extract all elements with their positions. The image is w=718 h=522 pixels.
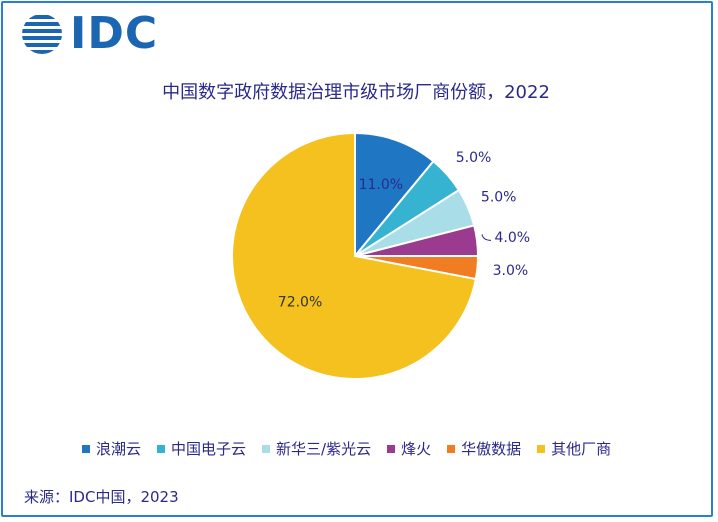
legend-label: 华傲数据 bbox=[461, 440, 522, 458]
data-label-2: 5.0% bbox=[481, 189, 517, 205]
logo-text: IDC bbox=[70, 8, 159, 59]
legend-item-0: 浪潮云 bbox=[82, 438, 141, 459]
data-label-4: 3.0% bbox=[493, 263, 529, 279]
legend-label: 中国电子云 bbox=[171, 440, 247, 458]
globe-icon bbox=[22, 15, 62, 54]
legend-item-4: 华傲数据 bbox=[447, 438, 521, 459]
legend-swatch bbox=[537, 444, 546, 453]
legend-item-3: 烽火 bbox=[387, 438, 431, 459]
legend-swatch bbox=[387, 444, 396, 453]
data-label-3: 4.0% bbox=[495, 230, 531, 246]
source-note: 来源：IDC中国，2023 bbox=[24, 488, 179, 506]
legend-item-2: 新华三/紫光云 bbox=[262, 438, 371, 459]
legend-swatch bbox=[262, 444, 271, 453]
data-label-5: 72.0% bbox=[278, 294, 322, 310]
pie-slice-0 bbox=[354, 131, 435, 259]
pie-slice-5 bbox=[231, 131, 477, 380]
legend-swatch bbox=[82, 444, 90, 453]
legend-label: 其他厂商 bbox=[551, 440, 612, 458]
legend-swatch bbox=[447, 444, 456, 453]
legend-item-1: 中国电子云 bbox=[157, 438, 246, 459]
idc-logo: IDC bbox=[20, 12, 158, 56]
legend-label: 烽火 bbox=[401, 440, 432, 458]
legend: 浪潮云 中国电子云 新华三/紫光云 烽火 华傲数据 其他厂商 bbox=[82, 438, 627, 459]
pie-chart: 11.0% 5.0% 5.0% 4.0% 3.0% 72.0% bbox=[231, 131, 531, 380]
legend-item-5: 其他厂商 bbox=[537, 438, 611, 459]
legend-swatch bbox=[157, 444, 166, 453]
chart-title: 中国数字政府数据治理市级市场厂商份额，2022 bbox=[162, 82, 550, 103]
leader-line-3 bbox=[481, 234, 492, 241]
legend-label: 新华三/紫光云 bbox=[276, 440, 372, 458]
legend-label: 浪潮云 bbox=[96, 440, 142, 458]
data-label-1: 5.0% bbox=[456, 150, 492, 166]
data-label-0: 11.0% bbox=[359, 177, 403, 193]
